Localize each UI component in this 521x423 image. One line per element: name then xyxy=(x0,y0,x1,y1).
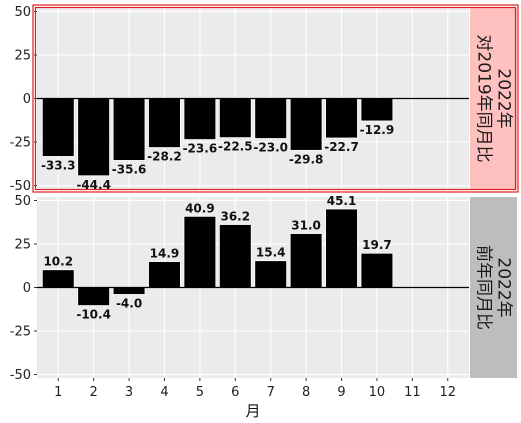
x-tick-label-4: 4 xyxy=(160,385,168,400)
panel-1-bar-9 xyxy=(326,99,358,139)
panel-2-y-tick-label: 0 xyxy=(23,281,31,296)
panel-2-data-label-5: 40.9 xyxy=(185,201,215,215)
panel-1-bar-8 xyxy=(290,99,322,151)
panel-2-y-tick-label: 25 xyxy=(14,237,31,252)
panel-2-bar-2 xyxy=(78,288,110,306)
x-tick-label-3: 3 xyxy=(125,385,133,400)
panel-1-y-tick-label: 0 xyxy=(23,92,31,107)
panel-1-strip-label-2: 对2019年同月比 xyxy=(474,34,494,162)
panel-1-y-tick-label: 25 xyxy=(14,48,31,63)
panel-2-y-tick-label: -25 xyxy=(10,325,31,340)
panel-1-bar-1 xyxy=(42,99,74,157)
panel-1-y-tick-label: -50 xyxy=(10,179,31,194)
panel-2-y-tick-label: 50 xyxy=(14,194,31,209)
panel-1-data-label-9: -22.7 xyxy=(324,140,359,154)
x-axis-title: 月 xyxy=(245,402,260,420)
panel-2-bar-7 xyxy=(255,261,287,288)
x-tick-label-5: 5 xyxy=(196,385,204,400)
panel-1-bar-4 xyxy=(149,99,181,148)
x-tick-label-1: 1 xyxy=(54,385,62,400)
panel-2-data-label-9: 45.1 xyxy=(327,194,357,208)
panel-1-data-label-5: -23.6 xyxy=(183,142,218,156)
panel-1-data-label-6: -22.5 xyxy=(218,140,253,154)
panel-1-bar-3 xyxy=(113,99,145,161)
panel-2-data-label-3: -4.0 xyxy=(116,296,142,310)
panel-2-data-label-7: 15.4 xyxy=(256,246,286,260)
panel-1-y-tick-label: -25 xyxy=(10,136,31,151)
panel-2-bar-6 xyxy=(219,224,251,287)
panel-1-strip-label-1: 2022年 xyxy=(494,68,514,128)
panel-1-data-label-4: -28.2 xyxy=(147,150,182,164)
panel-2-y-tick-label: -50 xyxy=(10,368,31,383)
panel-1-bar-2 xyxy=(78,99,110,176)
panel-2-data-label-1: 10.2 xyxy=(43,255,73,269)
x-tick-label-6: 6 xyxy=(231,385,239,400)
panel-1-bar-10 xyxy=(361,99,393,121)
panel-2-bar-3 xyxy=(113,288,145,295)
x-tick-label-7: 7 xyxy=(267,385,275,400)
x-tick-label-11: 11 xyxy=(404,385,421,400)
panel-1-data-label-3: -35.6 xyxy=(112,162,147,176)
panel-2-bar-8 xyxy=(290,234,322,288)
panel-2-strip-label-2: 前年同月比 xyxy=(474,245,494,330)
panel-2-bar-5 xyxy=(184,216,216,287)
x-tick-label-12: 12 xyxy=(439,385,456,400)
panel-1-bar-6 xyxy=(219,99,251,138)
panel-1-bar-7 xyxy=(255,99,287,139)
panel-1-data-label-7: -23.0 xyxy=(253,141,288,155)
panel-2-bar-10 xyxy=(361,253,393,287)
panel-2-data-label-8: 31.0 xyxy=(291,219,321,233)
x-tick-label-2: 2 xyxy=(90,385,98,400)
panel-2-bar-9 xyxy=(326,209,358,287)
panel-1-data-label-10: -12.9 xyxy=(360,123,395,137)
panel-1-data-label-1: -33.3 xyxy=(41,158,76,172)
x-tick-label-9: 9 xyxy=(337,385,345,400)
panel-2-data-label-10: 19.7 xyxy=(362,238,392,252)
panel-2-bar-1 xyxy=(42,270,74,288)
panel-2-data-label-6: 36.2 xyxy=(220,209,250,223)
panel-1-y-tick-label: 50 xyxy=(14,5,31,20)
x-tick-label-8: 8 xyxy=(302,385,310,400)
panel-2-strip-label-1: 2022年 xyxy=(494,257,514,317)
panel-1-data-label-8: -29.8 xyxy=(289,152,324,166)
panel-2-data-label-2: -10.4 xyxy=(76,308,111,322)
panel-2-data-label-4: 14.9 xyxy=(150,247,180,261)
x-tick-label-10: 10 xyxy=(369,385,386,400)
panel-1-bar-5 xyxy=(184,99,216,140)
panel-2-bar-4 xyxy=(149,262,181,288)
